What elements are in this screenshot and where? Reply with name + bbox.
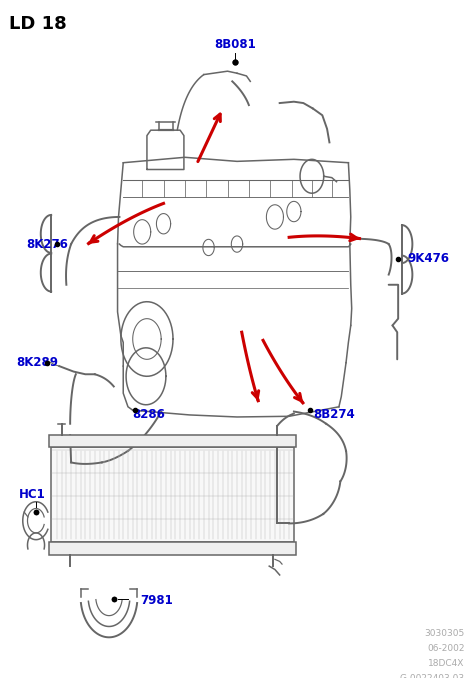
- Bar: [49, 435, 296, 447]
- Bar: [49, 542, 296, 555]
- Text: 8286: 8286: [133, 408, 165, 422]
- Text: 8K289: 8K289: [17, 356, 59, 370]
- Text: HC1: HC1: [19, 488, 46, 502]
- Text: 8B081: 8B081: [214, 37, 255, 51]
- Text: 8B274: 8B274: [313, 408, 355, 422]
- Text: LD 18: LD 18: [9, 15, 67, 33]
- Text: 7981: 7981: [140, 593, 173, 607]
- Text: 9K476: 9K476: [408, 252, 450, 266]
- Bar: [51, 447, 294, 542]
- Text: G 0022403 03: G 0022403 03: [401, 674, 465, 678]
- Text: 06-2002: 06-2002: [427, 644, 465, 653]
- Text: 8K276: 8K276: [26, 237, 68, 251]
- Text: 3030305: 3030305: [424, 629, 465, 638]
- Text: 18DC4X: 18DC4X: [428, 659, 465, 668]
